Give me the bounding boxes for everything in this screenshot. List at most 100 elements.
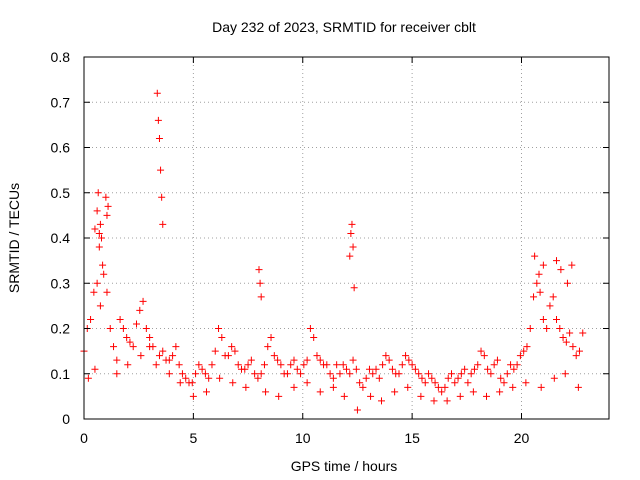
- data-point: [91, 365, 99, 373]
- data-point: [178, 370, 186, 378]
- data-point: [362, 374, 370, 382]
- data-point: [133, 320, 140, 328]
- y-tick-label: 0.3: [51, 275, 71, 291]
- y-tick-label: 0.2: [51, 321, 71, 337]
- data-point: [256, 279, 264, 287]
- data-point: [113, 356, 121, 364]
- data-point: [395, 370, 403, 378]
- data-point: [310, 334, 318, 342]
- data-point: [290, 356, 298, 364]
- data-point: [229, 379, 237, 387]
- data-point: [198, 365, 206, 373]
- data-point: [96, 302, 104, 310]
- data-point: [192, 370, 200, 378]
- data-point: [405, 356, 413, 364]
- data-point: [510, 365, 518, 373]
- data-point: [329, 383, 337, 391]
- data-point: [93, 279, 101, 287]
- data-point: [522, 379, 530, 387]
- data-point: [257, 293, 265, 301]
- data-point: [201, 370, 209, 378]
- data-point: [516, 352, 524, 360]
- data-point: [153, 89, 161, 97]
- data-point: [537, 383, 545, 391]
- data-point: [359, 383, 367, 391]
- data-point: [402, 352, 410, 360]
- data-point: [255, 266, 263, 274]
- data-point: [375, 374, 383, 382]
- data-point: [316, 388, 324, 396]
- axis-tick-labels: 0 0.1 0.2 0.3 0.4 0.5 0.6 0.7 0.8 0 5 10 15 20: [51, 49, 530, 446]
- data-point: [443, 397, 451, 405]
- y-axis-label: SRMTID / TECUs: [6, 183, 22, 293]
- data-point: [553, 315, 560, 323]
- x-tick-label: 5: [189, 430, 197, 446]
- data-point: [474, 361, 482, 369]
- data-point: [372, 365, 380, 373]
- data-point: [293, 365, 301, 373]
- data-point: [568, 261, 576, 269]
- data-point: [346, 252, 354, 260]
- data-point: [146, 343, 154, 351]
- data-point: [152, 361, 160, 369]
- data-point: [543, 325, 551, 332]
- data-point: [566, 329, 574, 337]
- data-point: [431, 379, 439, 387]
- data-point: [251, 370, 259, 378]
- data-point: [102, 193, 110, 201]
- data-point: [303, 356, 311, 364]
- data-point: [490, 361, 498, 369]
- data-point: [99, 261, 107, 269]
- data-point: [340, 392, 348, 400]
- data-point: [348, 220, 356, 228]
- data-point: [530, 293, 538, 301]
- data-point: [559, 334, 567, 342]
- data-point: [182, 374, 190, 382]
- data-point: [388, 365, 396, 373]
- data-point: [136, 306, 144, 314]
- data-point: [216, 374, 224, 382]
- data-point: [346, 370, 354, 378]
- data-point: [119, 325, 127, 332]
- data-point: [549, 293, 557, 301]
- data-point: [575, 347, 583, 355]
- data-point: [283, 370, 291, 378]
- data-point: [139, 297, 147, 305]
- data-point: [103, 211, 111, 219]
- data-point: [556, 325, 564, 332]
- data-point: [438, 388, 446, 396]
- data-point: [385, 356, 393, 364]
- data-point: [367, 392, 375, 400]
- data-point: [242, 383, 250, 391]
- data-point: [208, 361, 216, 369]
- data-point: [379, 361, 387, 369]
- x-tick-label: 20: [514, 430, 530, 446]
- data-point: [347, 229, 355, 237]
- data-point: [487, 370, 495, 378]
- data-point: [417, 392, 425, 400]
- data-point: [563, 279, 571, 287]
- data-point: [205, 374, 213, 382]
- data-point: [336, 370, 344, 378]
- data-point: [391, 388, 399, 396]
- data-point: [411, 365, 419, 373]
- data-point: [497, 374, 505, 382]
- data-point: [470, 365, 478, 373]
- chart-title: Day 232 of 2023, SRMTID for receiver cbl…: [212, 19, 476, 35]
- data-point: [434, 383, 442, 391]
- data-point: [172, 343, 180, 351]
- data-point: [444, 374, 452, 382]
- data-point: [260, 361, 268, 369]
- data-point: [421, 379, 429, 387]
- data-point: [343, 365, 350, 373]
- data-point: [277, 361, 285, 369]
- data-point: [323, 361, 331, 369]
- data-point: [461, 365, 469, 373]
- data-point: [513, 361, 521, 369]
- data-point: [536, 288, 544, 296]
- data-point: [404, 383, 412, 391]
- data-point: [224, 352, 232, 360]
- data-point: [457, 370, 465, 378]
- data-point: [313, 352, 321, 360]
- y-tick-label: 0: [62, 411, 70, 427]
